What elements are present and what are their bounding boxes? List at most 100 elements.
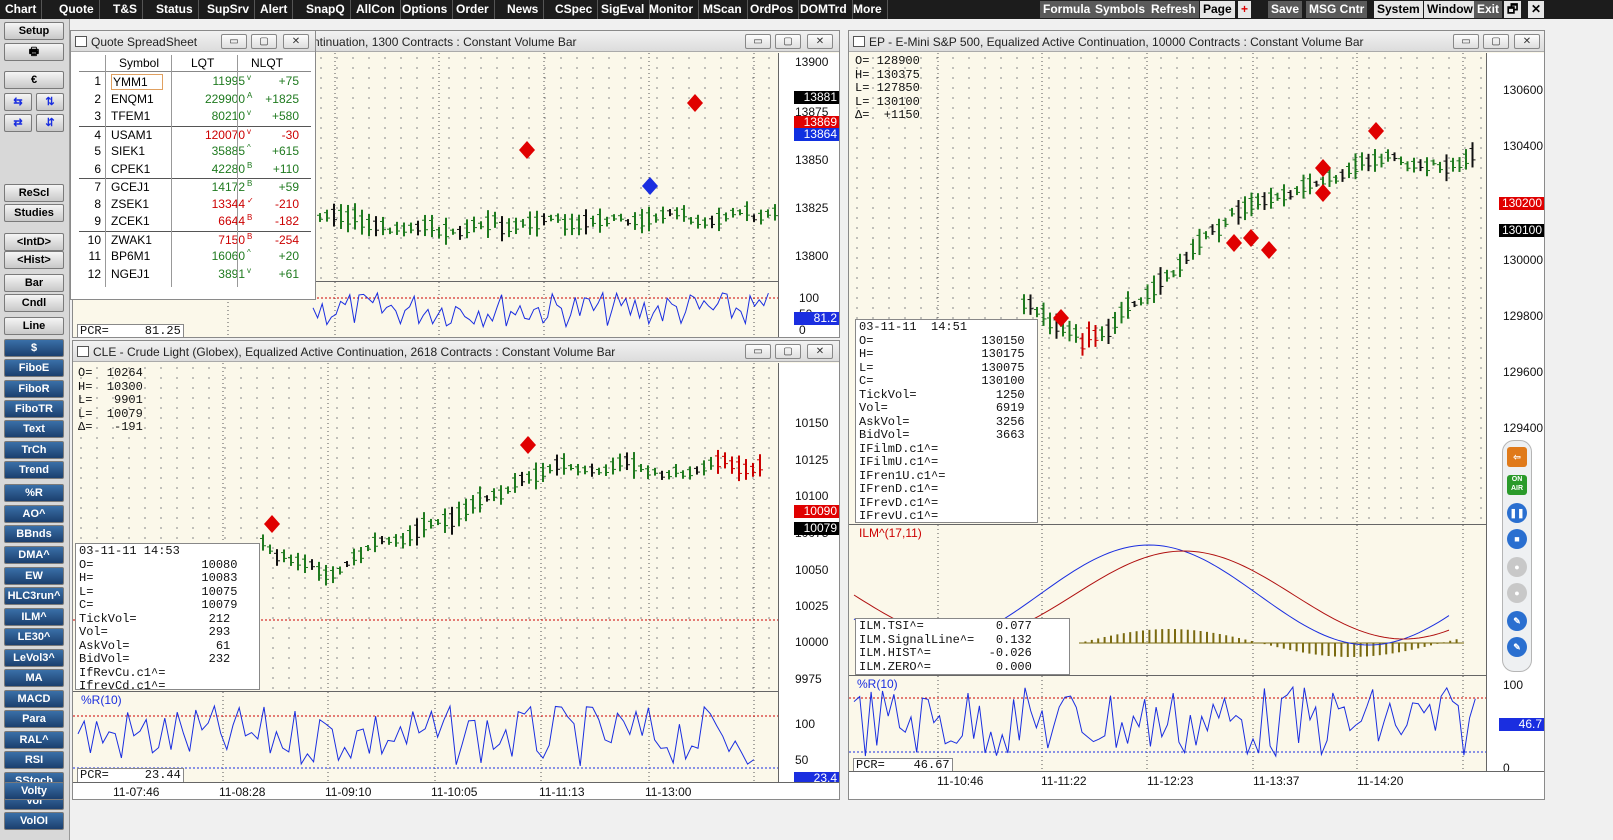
sidebar-tool-icon-1[interactable]: 🖶: [4, 43, 64, 61]
quote-row[interactable]: 4 USAM1 120070 v -30: [79, 125, 311, 143]
quote-symbol[interactable]: ZSEK1: [111, 196, 150, 211]
sidebar-macd-button[interactable]: MACD: [4, 690, 64, 708]
quote-symbol[interactable]: YMM1: [111, 74, 163, 90]
minimize-button[interactable]: ▭: [745, 34, 771, 49]
maximize-button[interactable]: ▢: [775, 344, 801, 359]
sidebar-r-button[interactable]: %R: [4, 484, 64, 502]
quote-row[interactable]: 2 ENQM1 229900 A +1825: [79, 91, 311, 108]
menu-monitor-button[interactable]: Monitor: [644, 0, 699, 19]
camera-icon[interactable]: ●: [1507, 583, 1527, 603]
menu-snapq-button[interactable]: SnapQ: [301, 0, 351, 19]
quote-row[interactable]: 12 NGEJ1 3891 v +61: [79, 266, 311, 283]
minimize-button[interactable]: ▭: [1453, 34, 1479, 49]
sidebar-ma-button[interactable]: MA: [4, 669, 64, 687]
toolbar-refresh-button[interactable]: Refresh: [1148, 1, 1199, 18]
sidebar-cndl-button[interactable]: Cndl: [4, 294, 64, 312]
pause-icon[interactable]: ❚❚: [1507, 503, 1527, 523]
sidebar-hlc3run-button[interactable]: HLC3run^: [4, 587, 64, 605]
es-price-pane[interactable]: O= 128900 H= 130375 L= 127850 L= 130100 …: [849, 53, 1486, 523]
menu-mscan-button[interactable]: MScan: [698, 0, 748, 19]
sidebar-tool-icon-3[interactable]: ⇆: [4, 93, 32, 111]
menu-domtrd-button[interactable]: DOMTrd: [795, 0, 853, 19]
quote-symbol[interactable]: BP6M1: [111, 249, 151, 263]
sidebar-ew-button[interactable]: EW: [4, 567, 64, 585]
quote-row[interactable]: 9 ZCEK1 6644 B -182: [79, 213, 311, 230]
maximize-button[interactable]: ▢: [251, 34, 277, 49]
quote-col-header[interactable]: LQT: [191, 56, 215, 70]
sidebar-fibotr-button[interactable]: FiboTR: [4, 400, 64, 418]
sidebar-fibor-button[interactable]: FiboR: [4, 380, 64, 398]
on-air-icon[interactable]: ON AIR: [1507, 475, 1527, 495]
menu-alert-button[interactable]: Alert: [255, 0, 294, 19]
quote-row[interactable]: 8 ZSEK1 13344 ✓ -210: [79, 196, 311, 213]
quote-row[interactable]: 7 GCEJ1 14172 B +59: [79, 178, 311, 195]
sidebar-ral-button[interactable]: RAL^: [4, 731, 64, 749]
sidebar-trend-button[interactable]: Trend: [4, 461, 64, 479]
quote-symbol[interactable]: NGEJ1: [111, 266, 150, 281]
sidebar-volty-button[interactable]: Volty: [4, 782, 64, 800]
sidebar-studies-button[interactable]: Studies: [4, 204, 64, 222]
maximize-button[interactable]: ▢: [775, 34, 801, 49]
menu-ts-button[interactable]: T&S: [108, 0, 143, 19]
ym-price-scale[interactable]: 13900 13875 13850 13825 13800 13881 13869 13864…: [778, 53, 839, 337]
toolbar-save-button[interactable]: Save: [1268, 1, 1303, 18]
menu-order-button[interactable]: Order: [451, 0, 495, 19]
window-restore-icon[interactable]: 🗗: [1504, 1, 1522, 18]
cl-price-scale[interactable]: 1015010125101001007510050100251000099751…: [778, 363, 839, 799]
sidebar-dma-button[interactable]: DMA^: [4, 546, 64, 564]
quote-col-header[interactable]: NLQT: [251, 56, 284, 70]
close-button[interactable]: ✕: [283, 34, 309, 49]
minimize-button[interactable]: ▭: [221, 34, 247, 49]
quote-symbol[interactable]: ENQM1: [111, 91, 154, 106]
toolbar-symbols-button[interactable]: Symbols: [1092, 1, 1149, 18]
sidebar-tool-icon-2[interactable]: €: [4, 71, 64, 89]
draw-tool-icon[interactable]: ✎: [1507, 611, 1527, 631]
toolbar-plus-button[interactable]: +: [1238, 1, 1252, 18]
sidebar-line-button[interactable]: Line: [4, 317, 64, 335]
menu-status-button[interactable]: Status: [151, 0, 199, 19]
sidebar-tool-icon-5[interactable]: ⇄: [4, 114, 32, 132]
toolbar-formula-button[interactable]: Formula: [1040, 1, 1094, 18]
sidebar--button[interactable]: $: [4, 339, 64, 357]
quote-row[interactable]: 11 BP6M1 16060 ^ +20: [79, 248, 311, 265]
minimize-button[interactable]: ▭: [745, 344, 771, 359]
menu-cspec-button[interactable]: CSpec: [550, 0, 599, 19]
toolbar-system-button[interactable]: System: [1374, 1, 1423, 18]
sidebar-voloi-button[interactable]: VolOI: [4, 812, 64, 830]
quote-symbol[interactable]: SIEK1: [111, 144, 146, 158]
menu-news-button[interactable]: News: [502, 0, 545, 19]
menu-chart-button[interactable]: Chart: [0, 0, 43, 19]
menu-quote-button[interactable]: Quote: [54, 0, 100, 19]
quote-symbol[interactable]: USAM1: [111, 127, 153, 142]
quote-symbol[interactable]: GCEJ1: [111, 180, 150, 194]
sidebar-bar-button[interactable]: Bar: [4, 274, 64, 292]
close-button[interactable]: ✕: [807, 34, 833, 49]
quote-row[interactable]: 6 CPEK1 42280 B +110: [79, 161, 311, 178]
quote-symbol[interactable]: ZCEK1: [111, 214, 150, 228]
menu-options-button[interactable]: Options: [397, 0, 454, 19]
sidebar-ilm-button[interactable]: ILM^: [4, 608, 64, 626]
quote-row[interactable]: 5 SIEK1 35885 ^ +615: [79, 143, 311, 160]
sidebar-setup-button[interactable]: Setup: [4, 22, 64, 40]
toolbar-window-button[interactable]: Window: [1424, 1, 1476, 18]
close-button[interactable]: ✕: [1514, 34, 1540, 49]
sidebar-intd-button[interactable]: <IntD>: [4, 233, 64, 251]
quote-symbol[interactable]: CPEK1: [111, 161, 151, 176]
maximize-button[interactable]: ▢: [1483, 34, 1509, 49]
highlight-tool-icon[interactable]: ✎: [1507, 637, 1527, 657]
menu-supsrv-button[interactable]: SupSrv: [202, 0, 256, 19]
toolbar-exit-button[interactable]: Exit: [1474, 1, 1503, 18]
quote-col-header[interactable]: Symbol: [119, 56, 160, 70]
window-close-icon[interactable]: ✕: [1528, 1, 1545, 18]
menu-sigeval-button[interactable]: SigEval: [596, 0, 651, 19]
sidebar-hist-button[interactable]: <Hist>: [4, 251, 64, 269]
sidebar-trch-button[interactable]: TrCh: [4, 441, 64, 459]
sidebar-text-button[interactable]: Text: [4, 420, 64, 438]
sidebar-ao-button[interactable]: AO^: [4, 505, 64, 523]
menu-more-button[interactable]: More: [848, 0, 888, 19]
close-button[interactable]: ✕: [807, 344, 833, 359]
sidebar-tool-icon-6[interactable]: ⇵: [36, 114, 64, 132]
back-arrow-icon[interactable]: ⇦: [1507, 447, 1527, 467]
quote-row[interactable]: 3 TFEM1 80210 v +580: [79, 108, 311, 125]
quote-symbol[interactable]: TFEM1: [111, 109, 151, 123]
